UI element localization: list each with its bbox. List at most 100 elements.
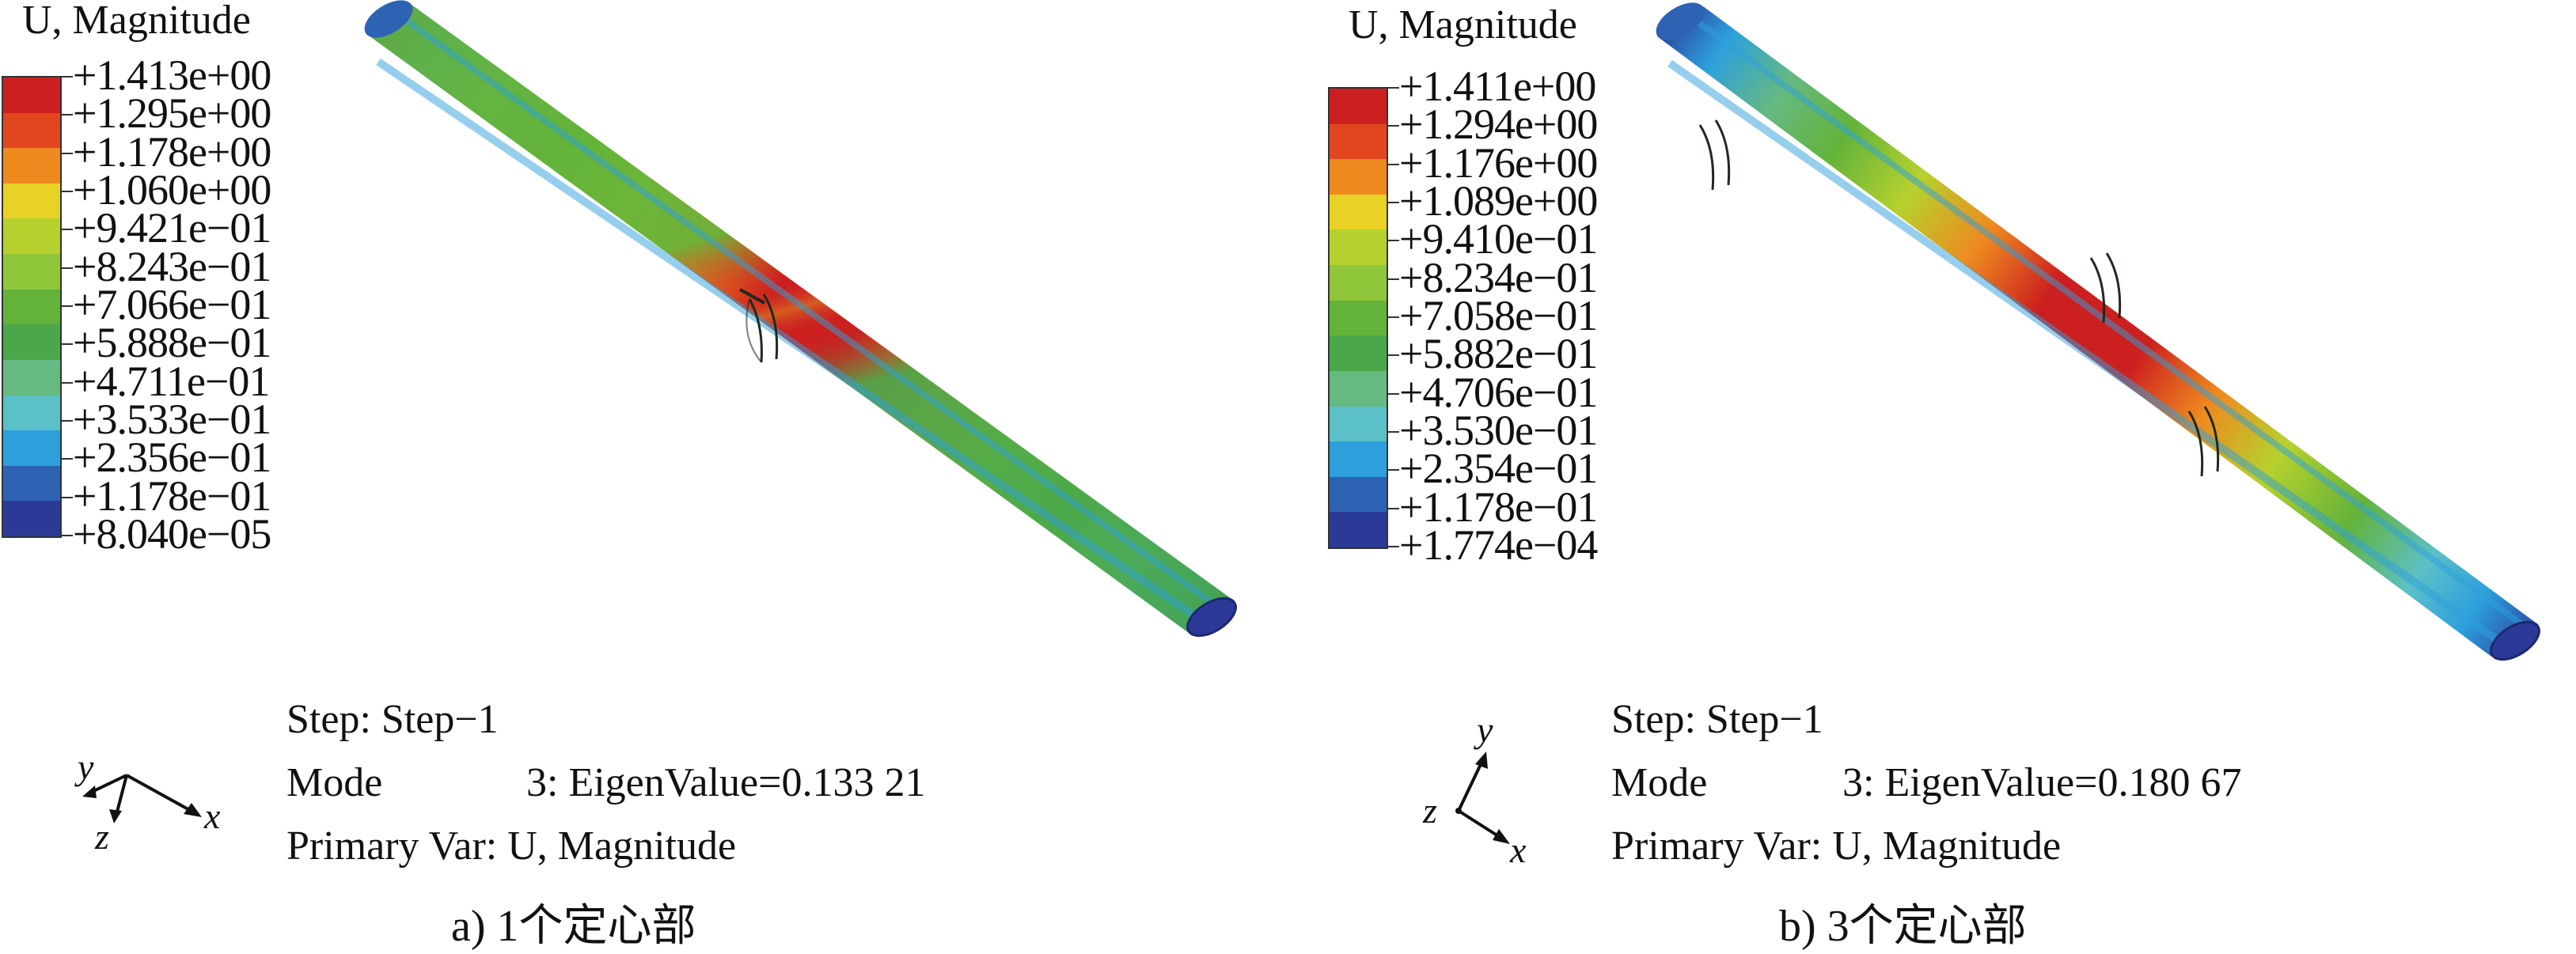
color-scale-swatch: [3, 395, 60, 431]
color-scale-swatch: [3, 324, 60, 361]
pipe-body: [1657, 6, 2539, 657]
legend-tick-label: +3.530e−01: [1399, 407, 1598, 454]
axis-label-z: z: [94, 816, 109, 857]
color-scale-swatch: [3, 112, 60, 149]
legend-tick-mark: [1387, 431, 1399, 433]
figure-caption: a) 1个定心部: [451, 902, 696, 951]
axis-label-x: x: [203, 796, 221, 836]
color-scale-bar: [2, 76, 62, 538]
legend-tick-mark: [1387, 392, 1399, 395]
step-label: Step: Step−1: [286, 697, 499, 742]
pipe-end-cap-bottom: [1186, 596, 1237, 638]
legend-tick-mark: [60, 458, 73, 460]
legend-tick-mark: [1387, 278, 1399, 280]
color-scale-swatch: [3, 359, 60, 396]
legend-tick-label: +1.294e+00: [1399, 100, 1598, 149]
axis-triad-icon: y x z: [1422, 712, 1527, 862]
pipe-end-cap-bottom: [2490, 620, 2540, 661]
legend-tick-label: +1.176e+00: [1399, 138, 1598, 187]
legend-tick-label: +1.295e+00: [73, 89, 271, 138]
legend-tick-mark: [1387, 202, 1399, 203]
color-scale-swatch: [1330, 406, 1387, 442]
color-scale-swatch: [1330, 159, 1387, 195]
mode-eigenvalue: 3: EigenValue=0.133 21: [526, 760, 926, 805]
legend-tick-label: +8.040e−05: [73, 510, 271, 558]
primary-var-label: Primary Var: U, Magnitude: [1611, 823, 2062, 869]
pipe-model-contour: [364, 0, 1237, 638]
step-label: Step: Step−1: [1611, 697, 1823, 742]
legend-title: U, Magnitude: [1349, 2, 1577, 47]
legend-tick-label: +1.178e+00: [73, 127, 271, 176]
legend-tick-mark: [60, 191, 73, 192]
color-scale-swatch: [3, 289, 60, 325]
color-scale-swatch: [3, 501, 60, 537]
legend-tick-label: +4.706e−01: [1399, 368, 1598, 416]
mode-label: Mode: [286, 760, 383, 805]
centralizer-ring: [2187, 406, 2220, 477]
axis-label-y: y: [1474, 712, 1493, 750]
legend-tick-label: +9.410e−01: [1399, 215, 1598, 263]
legend-tick-mark: [60, 114, 73, 116]
legend-tick-mark: [1387, 507, 1399, 509]
legend-tick-label: +4.711e−01: [73, 357, 270, 405]
legend-tick-mark: [60, 152, 73, 154]
color-scale-swatch: [3, 78, 60, 114]
pipe-end-cap-top: [364, 0, 413, 38]
legend-tick-mark: [1387, 354, 1399, 357]
legend-tick-mark: [60, 420, 73, 422]
legend-tick-label: +1.413e+00: [73, 51, 271, 99]
color-scale-swatch: [3, 430, 60, 467]
axis-label-y: y: [74, 747, 94, 787]
legend-tick-label: +1.774e−04: [1399, 521, 1598, 569]
legend-tick-label: +9.421e−01: [73, 204, 271, 252]
color-scale-swatch: [1330, 476, 1387, 513]
color-scale-swatch: [3, 218, 60, 255]
color-scale-swatch: [1330, 229, 1387, 266]
color-scale-swatch: [1330, 370, 1387, 407]
color-scale-swatch: [3, 183, 60, 219]
color-scale-swatch: [1330, 441, 1387, 478]
legend-tick-mark: [60, 267, 73, 269]
legend-tick-label: +5.882e−01: [1399, 330, 1598, 378]
legend-tick-label: +1.178e−01: [1399, 483, 1598, 531]
color-scale-bar: [1328, 87, 1388, 549]
legend-tick-mark: [60, 343, 73, 346]
axis-triad-icon: y x z: [74, 747, 221, 857]
legend-tick-mark: [60, 76, 73, 78]
legend-tick-label: +1.178e−01: [73, 471, 271, 520]
color-scale-swatch: [1330, 335, 1387, 372]
axis-label-z: z: [1422, 790, 1437, 831]
color-scale-swatch: [3, 465, 60, 502]
figure-caption: b) 3个定心部: [1779, 902, 2027, 951]
legend-tick-label: +1.089e+00: [1399, 177, 1598, 225]
legend-tick-label: +1.060e+00: [73, 166, 271, 214]
legend-tick-label: +8.243e−01: [73, 242, 271, 290]
mode-eigenvalue: 3: EigenValue=0.180 67: [1842, 760, 2242, 805]
color-scale-swatch: [3, 148, 60, 184]
primary-var-label: Primary Var: U, Magnitude: [286, 823, 737, 869]
axis-label-x: x: [1509, 830, 1527, 862]
legend-tick-mark: [60, 229, 73, 231]
figure-panel-b: U, Magnitude +1.411e+00 +1.294e+00 +1.176e…: [1288, 0, 2576, 951]
legend-tick-label: +5.888e−01: [73, 319, 271, 367]
mode-label: Mode: [1611, 760, 1708, 805]
color-scale-swatch: [1330, 512, 1387, 548]
color-scale-swatch: [1330, 194, 1387, 230]
pipe-body: [366, 5, 1235, 633]
legend-tick-mark: [1387, 316, 1399, 318]
legend-tick-label: +7.058e−01: [1399, 292, 1598, 339]
legend-tick-mark: [1387, 87, 1399, 89]
legend-tick-label: +7.066e−01: [73, 281, 271, 328]
legend-tick-label: +1.411e+00: [1399, 62, 1596, 110]
pipe-end-cap-top: [1656, 2, 1705, 40]
legend-tick-mark: [60, 496, 73, 498]
color-scale-swatch: [1330, 123, 1387, 160]
legend-tick-mark: [60, 535, 73, 536]
legend-tick-mark: [1387, 163, 1399, 165]
centralizer-ring: [2089, 252, 2122, 324]
legend-tick-mark: [1387, 240, 1399, 242]
legend-tick-label: +2.354e−01: [1399, 445, 1598, 493]
pipe-model-contour: [1656, 2, 2540, 661]
color-scale-swatch: [1330, 300, 1387, 336]
legend-tick-mark: [60, 381, 73, 384]
